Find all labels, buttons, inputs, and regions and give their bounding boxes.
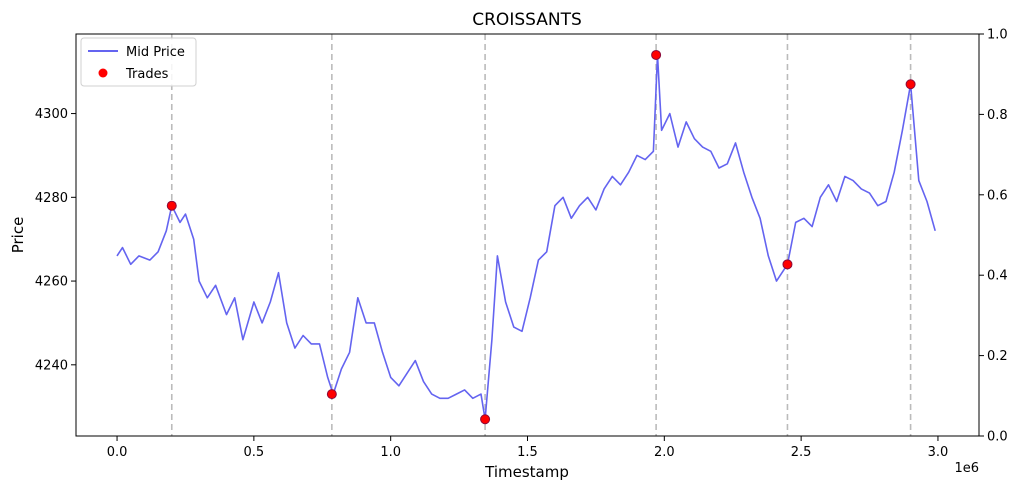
legend-label-trades: Trades [125, 67, 169, 82]
x-axis: 0.0 0.5 1.0 1.5 2.0 2.5 3.0 [107, 436, 949, 460]
x-tick-label: 3.0 [928, 445, 949, 460]
trade-point [651, 49, 662, 60]
y-tick-label: 4260 [35, 275, 68, 290]
trade-point [905, 79, 916, 90]
trade-point [782, 259, 793, 270]
y-tick-label: 4240 [35, 358, 68, 373]
y-tick-label: 4300 [35, 107, 68, 122]
trade-point [480, 414, 491, 425]
x-tick-label: 0.5 [244, 445, 265, 460]
right-y-tick-label: 0.8 [987, 108, 1008, 123]
right-y-tick-label: 0.6 [987, 188, 1008, 203]
x-axis-label: Timestamp [484, 463, 569, 481]
right-y-tick-label: 0.4 [987, 269, 1008, 284]
legend-label-mid-price: Mid Price [126, 45, 185, 60]
right-y-axis: 0.0 0.2 0.4 0.6 0.8 1.0 [979, 28, 1008, 445]
right-y-tick-label: 0.2 [987, 349, 1008, 364]
y-axis-label: Price [9, 217, 27, 254]
axes-frame [75, 33, 980, 437]
right-y-tick-label: 1.0 [987, 28, 1008, 43]
plot-area [116, 34, 936, 436]
x-tick-label: 2.0 [654, 445, 675, 460]
x-axis-offset-label: 1e6 [954, 461, 979, 476]
chart-title: CROISSANTS [472, 10, 582, 30]
x-tick-label: 0.0 [107, 445, 128, 460]
legend-marker-swatch [98, 68, 108, 78]
series-line-mid-price [116, 54, 936, 421]
right-y-tick-label: 0.0 [987, 430, 1008, 445]
x-tick-label: 1.5 [517, 445, 538, 460]
x-tick-label: 2.5 [791, 445, 812, 460]
trade-point [326, 389, 337, 400]
x-tick-label: 1.0 [380, 445, 401, 460]
y-axis: 4240 4260 4280 4300 [35, 107, 76, 373]
legend: Mid Price Trades [80, 37, 197, 87]
trade-point [166, 200, 177, 211]
y-tick-label: 4280 [35, 191, 68, 206]
